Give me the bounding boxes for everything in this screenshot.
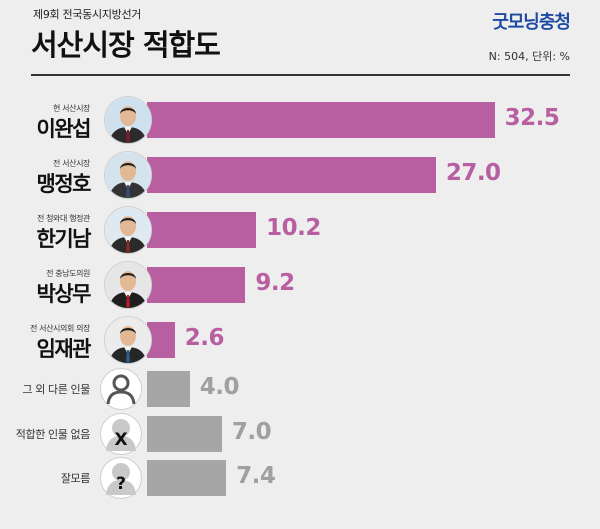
candidate-name-3: 한기남 [36, 227, 92, 251]
person-icon [100, 368, 142, 410]
value-label-1: 32.5 [504, 105, 560, 131]
svg-text:X: X [114, 430, 127, 450]
bar-8 [147, 460, 227, 496]
sample-note: N: 504, 단위: % [488, 50, 570, 63]
bar-6 [147, 371, 190, 407]
candidate-photo-1 [104, 96, 152, 144]
bar-7 [147, 416, 222, 452]
bar-1 [147, 102, 495, 138]
candidate-photo-2 [104, 151, 152, 199]
candidate-role-1: 현 서산시장 [53, 104, 90, 113]
candidate-photo-5 [104, 316, 152, 364]
candidate-name-1: 이완섭 [36, 117, 92, 141]
candidate-role-2: 전 서산시장 [53, 159, 90, 168]
bar-3 [147, 212, 257, 248]
x-person-icon: X [100, 413, 142, 455]
category-label-7: 적합한 인물 없음 [15, 428, 91, 441]
candidate-photo-3 [104, 206, 152, 254]
bar-2 [147, 157, 436, 193]
svg-text:?: ? [116, 474, 126, 494]
election-subtitle: 제9회 전국동시지방선거 [33, 8, 142, 21]
category-label-6: 그 외 다른 인물 [22, 383, 90, 396]
candidate-name-4: 박상무 [36, 282, 92, 306]
value-label-2: 27.0 [445, 160, 501, 186]
question-person-icon: ? [100, 457, 142, 499]
value-label-6: 4.0 [199, 374, 240, 400]
value-label-3: 10.2 [266, 215, 321, 241]
category-label-8: 잘모름 [60, 472, 91, 485]
candidate-name-5: 임재관 [36, 337, 92, 361]
value-label-7: 7.0 [231, 419, 272, 445]
candidate-name-2: 맹정호 [36, 172, 92, 196]
value-label-4: 9.2 [255, 270, 295, 296]
candidate-role-5: 전 서산시의회 의장 [30, 324, 90, 333]
candidate-role-4: 전 충남도의원 [46, 269, 90, 278]
value-label-8: 7.4 [236, 463, 276, 489]
title-divider [31, 74, 570, 76]
value-label-5: 2.6 [184, 325, 225, 351]
chart-title: 서산시장 적합도 [31, 28, 221, 62]
bar-4 [147, 267, 246, 303]
candidate-photo-4 [104, 261, 152, 309]
candidate-role-3: 전 청와대 행정관 [36, 214, 90, 223]
brand-logo: 굿모닝충청 [492, 12, 571, 33]
